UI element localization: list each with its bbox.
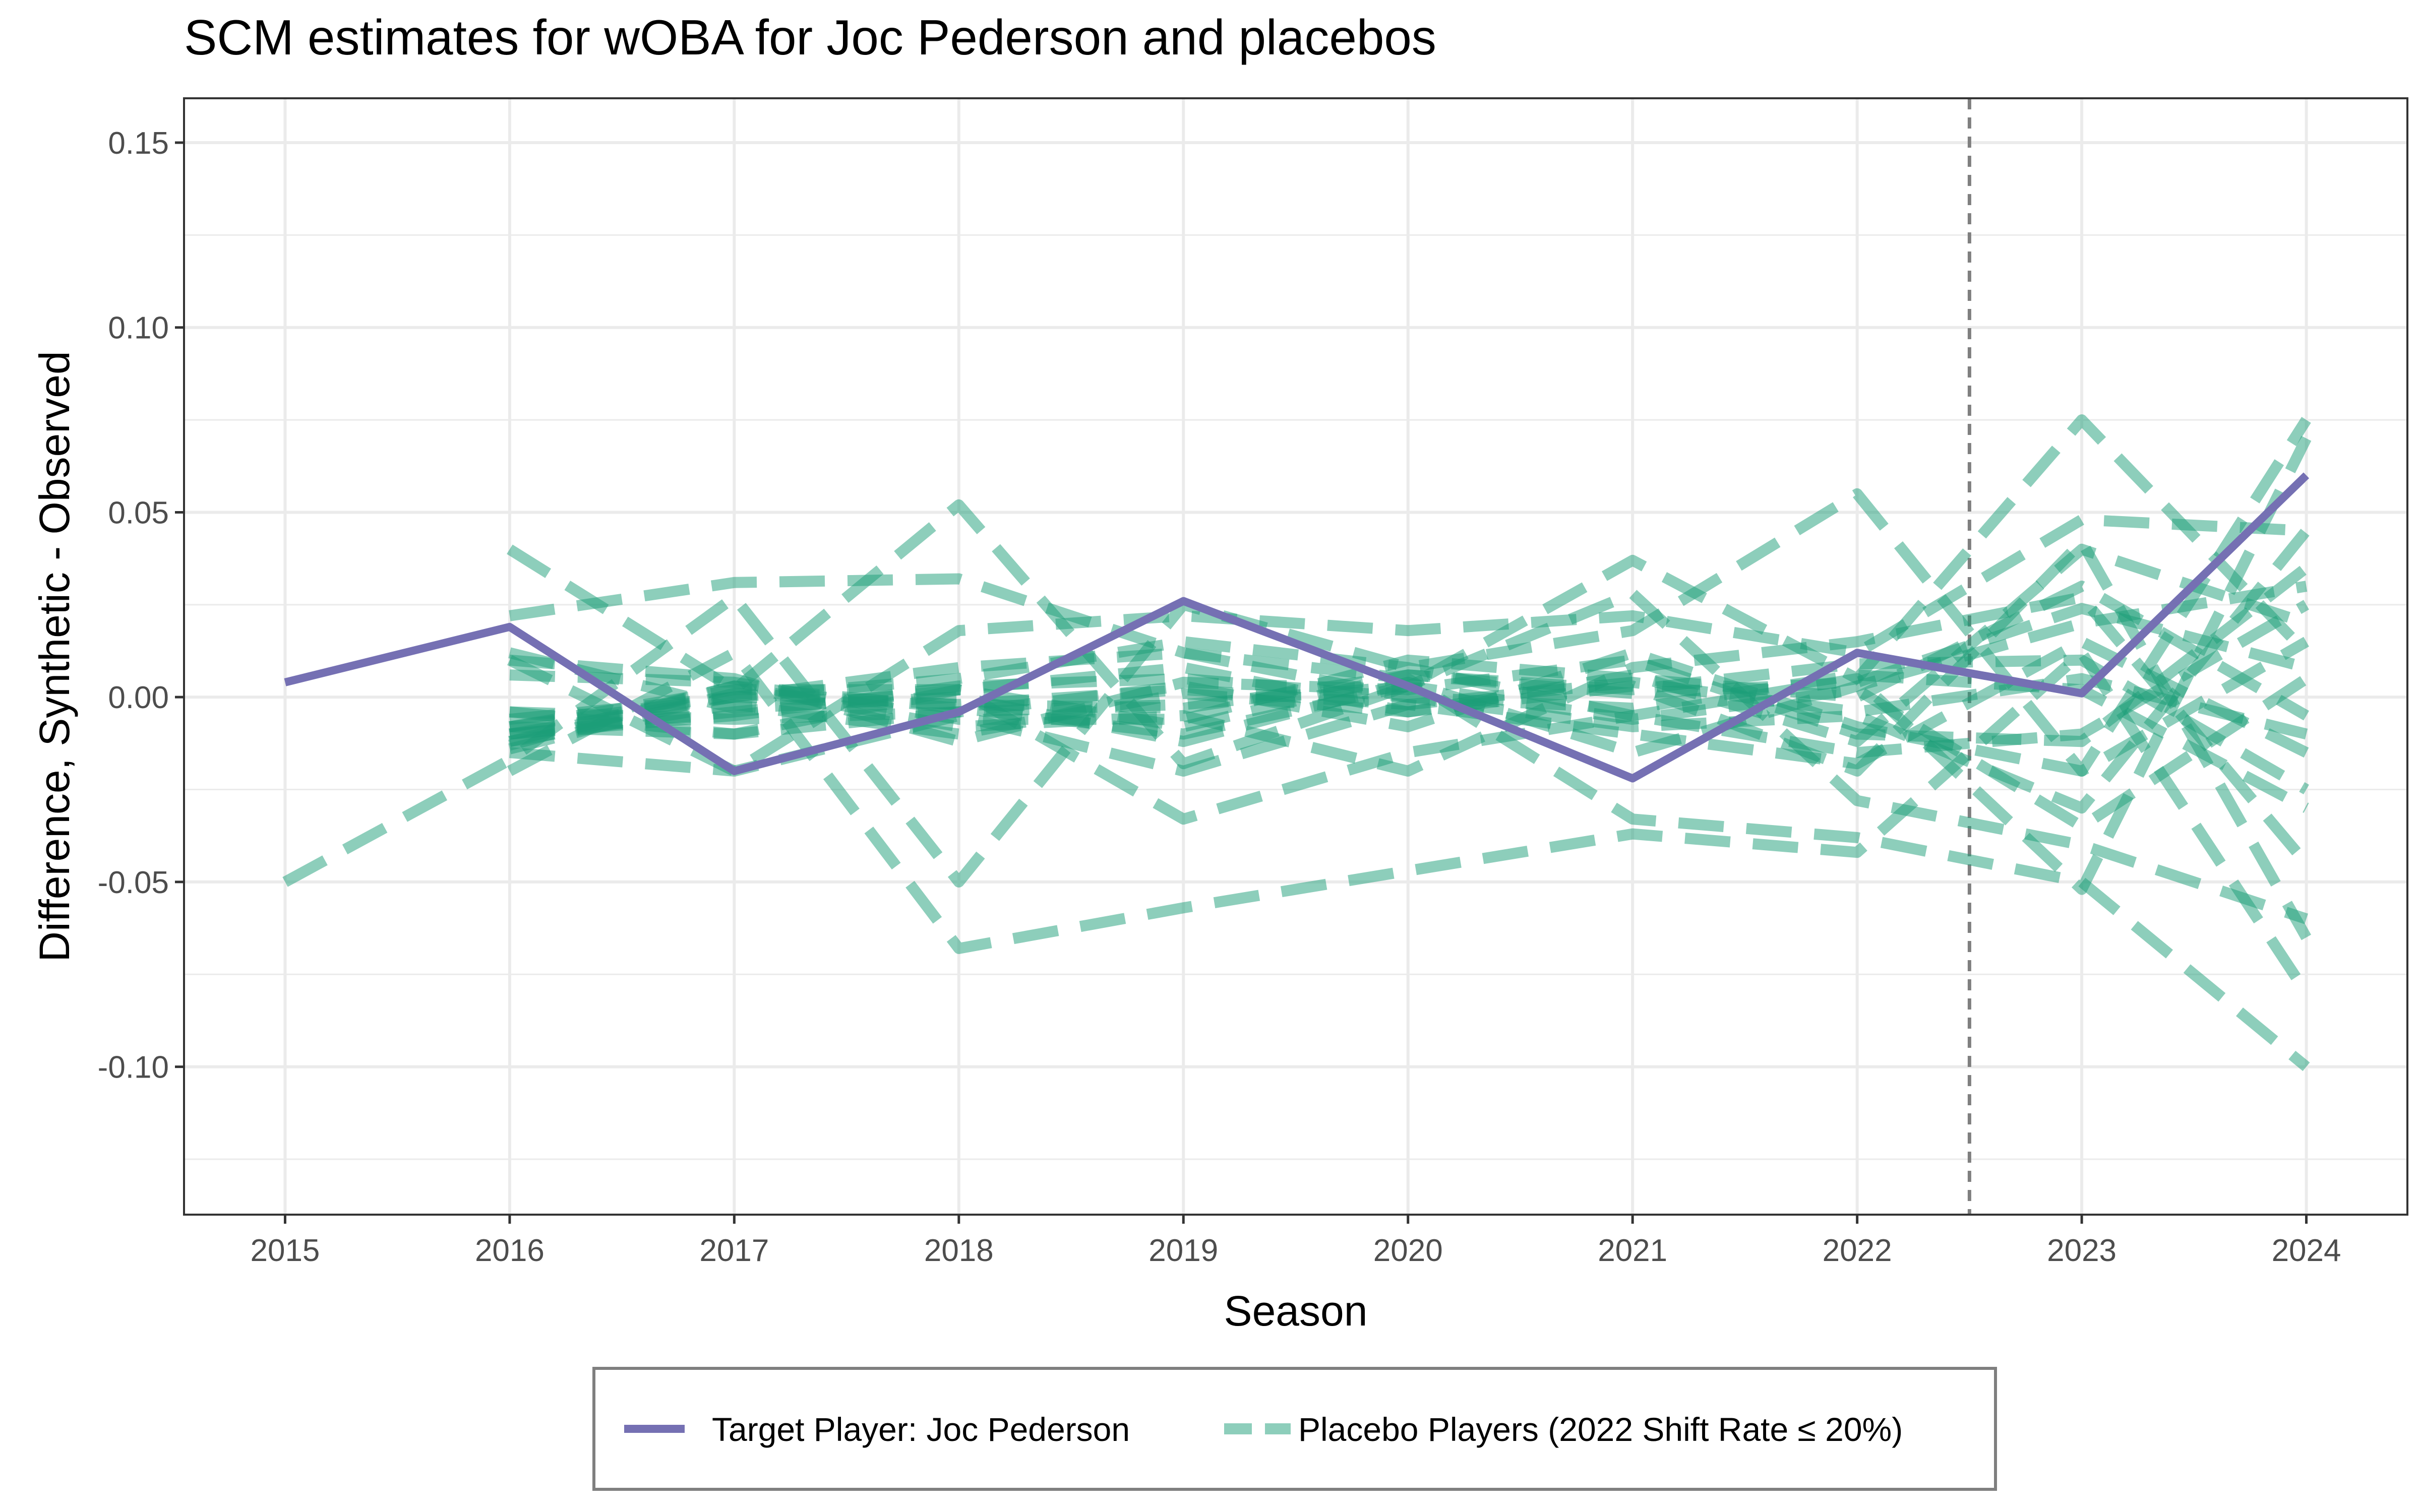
legend: Target Player: Joc Pederson Placebo Play…	[592, 1367, 1997, 1491]
legend-label-target: Target Player: Joc Pederson	[712, 1411, 1130, 1448]
x-tick-label: 2024	[2272, 1233, 2341, 1268]
x-tick-label: 2023	[2047, 1233, 2116, 1268]
y-tick-label: 0.05	[108, 495, 169, 530]
axes: 0.15 0.10 0.05 0.00 -0.05 -0.10 2015 2016 2017 20…	[98, 126, 2341, 1268]
x-tick-label: 2017	[699, 1233, 769, 1268]
placebo-series-line	[282, 417, 2311, 888]
y-tick-label: -0.05	[98, 865, 169, 900]
placebo-series-line	[509, 673, 2308, 740]
x-tick-label: 2016	[475, 1233, 544, 1268]
legend-box	[592, 1367, 1997, 1491]
target-series-line	[284, 472, 2310, 783]
legend-label-placebo: Placebo Players (2022 Shift Rate ≤ 20%)	[1298, 1411, 1903, 1448]
series-lines	[282, 414, 2312, 1072]
y-tick-label: 0.00	[108, 680, 169, 715]
panel-border	[183, 97, 2408, 1216]
x-axis-label: Season	[1224, 1287, 1368, 1335]
y-tick-label: 0.10	[108, 311, 169, 346]
y-tick-label: 0.15	[108, 126, 169, 161]
x-tick-label: 2022	[1823, 1233, 1892, 1268]
x-tick-label: 2019	[1148, 1233, 1218, 1268]
x-tick-label: 2018	[924, 1233, 994, 1268]
x-tick-label: 2021	[1598, 1233, 1667, 1268]
placebo-series-line	[509, 543, 2308, 747]
y-axis-label: Difference, Synthetic - Observed	[31, 351, 78, 962]
x-tick-label: 2015	[250, 1233, 320, 1268]
y-tick-label: -0.10	[98, 1050, 169, 1085]
x-tick-label: 2020	[1373, 1233, 1443, 1268]
chart-title: SCM estimates for wOBA for Joc Pederson …	[184, 10, 1436, 65]
placebo-series-line	[507, 414, 2311, 770]
placebo-series-line	[507, 514, 2307, 777]
